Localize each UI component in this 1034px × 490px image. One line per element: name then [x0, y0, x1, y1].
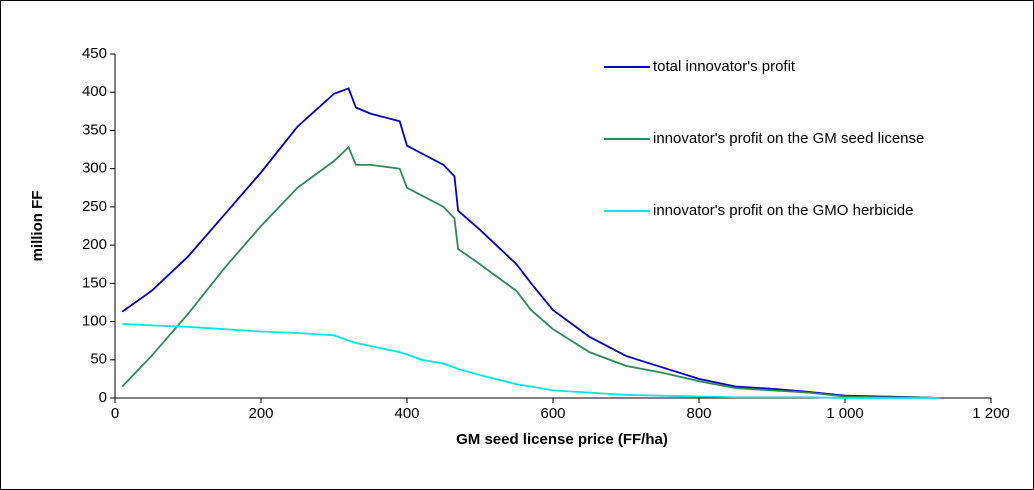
- y-tick-label: 0: [99, 389, 107, 406]
- legend-label: innovator's profit on the GM seed licens…: [653, 130, 924, 147]
- x-tick-label: 1 000: [826, 405, 864, 422]
- series-line: [121, 87, 940, 399]
- x-tick-label: 400: [394, 405, 419, 422]
- y-tick-label: 250: [82, 198, 107, 215]
- x-axis-label: GM seed license price (FF/ha): [456, 431, 668, 448]
- x-tick-label: 600: [540, 405, 565, 422]
- x-tick-label: 800: [686, 405, 711, 422]
- y-tick-label: 150: [82, 274, 107, 291]
- series-line: [122, 322, 940, 399]
- y-tick-label: 200: [82, 236, 107, 253]
- y-tick-label: 300: [82, 160, 107, 177]
- y-tick-label: 450: [82, 45, 107, 62]
- series-line: [121, 145, 940, 399]
- legend-label: total innovator's profit: [653, 58, 796, 75]
- y-axis-label: million FF: [29, 191, 46, 262]
- x-tick-label: 1 200: [972, 405, 1010, 422]
- y-tick-label: 400: [82, 83, 107, 100]
- x-tick-label: 0: [111, 405, 119, 422]
- y-tick-label: 100: [82, 313, 107, 330]
- x-tick-label: 200: [248, 405, 273, 422]
- legend-label: innovator's profit on the GMO herbicide: [653, 202, 914, 219]
- y-tick-label: 350: [82, 121, 107, 138]
- y-tick-label: 50: [90, 351, 107, 368]
